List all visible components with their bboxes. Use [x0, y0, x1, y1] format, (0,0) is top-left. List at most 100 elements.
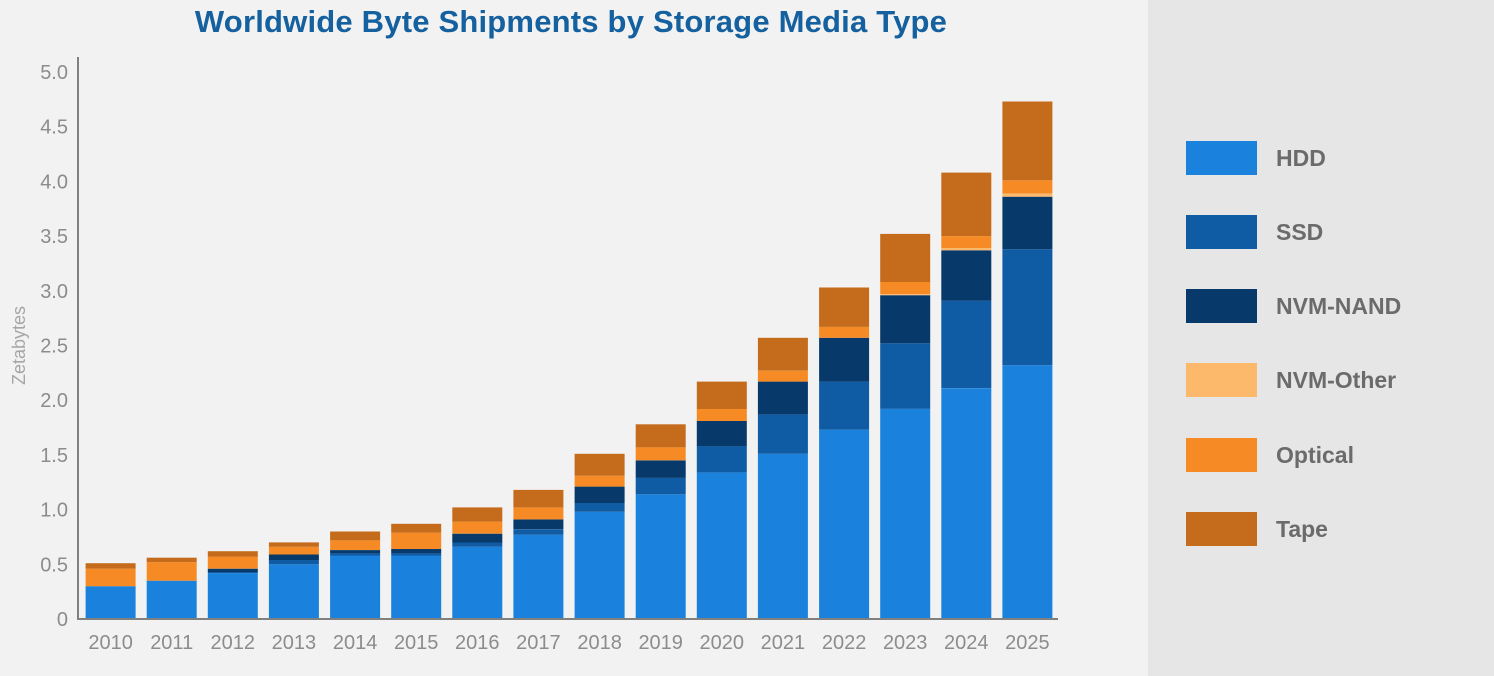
bar-optical-2025 — [1002, 180, 1053, 194]
legend: HDD SSD NVM-NAND NVM-Other Optical Tape — [1148, 0, 1494, 676]
bar-nvm-nand-2020 — [696, 421, 747, 447]
bar-hdd-2018 — [574, 511, 625, 619]
bar-optical-2019 — [635, 447, 686, 461]
y-tick-label: 3.0 — [40, 281, 68, 303]
bar-stack-2012 — [207, 551, 258, 619]
bar-hdd-2015 — [391, 555, 442, 619]
bar-stack-2024 — [941, 172, 992, 619]
x-tick-label: 2019 — [638, 632, 683, 654]
bar-tape-2020 — [696, 381, 747, 409]
bar-tape-2017 — [513, 489, 564, 508]
bar-ssd-2014 — [330, 553, 381, 556]
y-tick-label: 0.5 — [40, 554, 68, 576]
bar-tape-2011 — [146, 557, 197, 563]
bar-ssd-2016 — [452, 542, 503, 547]
bar-tape-2018 — [574, 453, 625, 476]
bar-ssd-2017 — [513, 529, 564, 535]
bar-tape-2021 — [757, 337, 808, 371]
y-axis-title: Zetabytes — [9, 306, 29, 385]
bar-optical-2022 — [819, 326, 870, 338]
legend-swatch-optical — [1186, 438, 1257, 472]
x-tick-label: 2020 — [700, 632, 745, 654]
bar-hdd-2020 — [696, 472, 747, 619]
bar-nvm-nand-2025 — [1002, 196, 1053, 250]
bar-stack-2023 — [880, 233, 931, 619]
bar-stack-2020 — [696, 381, 747, 619]
bar-optical-2012 — [207, 556, 258, 569]
bar-nvm-nand-2023 — [880, 295, 931, 344]
bar-nvm-other-2024 — [941, 248, 992, 251]
bar-optical-2011 — [146, 562, 197, 581]
x-tick-label: 2017 — [516, 632, 561, 654]
bar-optical-2015 — [391, 532, 442, 549]
bar-optical-2020 — [696, 409, 747, 421]
bar-hdd-2022 — [819, 429, 870, 619]
bar-stack-2010 — [85, 563, 136, 619]
bar-tape-2014 — [330, 531, 381, 541]
bar-hdd-2011 — [146, 580, 197, 619]
legend-swatch-nvm-other — [1186, 363, 1257, 397]
bar-optical-2024 — [941, 236, 992, 249]
plot-area: 0 0.5 1.0 1.5 2.0 2.5 3.0 3.5 4.0 4.5 5.0 Zetabytes… — [9, 57, 1058, 654]
x-tick-label: 2015 — [394, 632, 439, 654]
bar-nvm-nand-2018 — [574, 486, 625, 503]
bar-ssd-2015 — [391, 553, 442, 556]
bar-tape-2019 — [635, 424, 686, 448]
bar-tape-2023 — [880, 233, 931, 282]
bar-optical-2010 — [85, 568, 136, 587]
bar-hdd-2014 — [330, 555, 381, 619]
x-tick-label: 2014 — [333, 632, 378, 654]
x-tick-label: 2021 — [761, 632, 806, 654]
legend-label: NVM-NAND — [1276, 293, 1402, 319]
legend-label: NVM-Other — [1276, 367, 1397, 393]
x-tick-label: 2018 — [577, 632, 622, 654]
y-tick-label: 4.5 — [40, 117, 68, 139]
legend-label: SSD — [1276, 219, 1324, 245]
bar-optical-2014 — [330, 540, 381, 550]
bar-nvm-nand-2014 — [330, 550, 381, 554]
x-tick-label: 2013 — [272, 632, 317, 654]
bar-tape-2025 — [1002, 101, 1053, 181]
bar-stack-2025 — [1002, 101, 1053, 619]
y-tick-label: 4.0 — [40, 171, 68, 193]
bar-ssd-2018 — [574, 503, 625, 512]
bar-ssd-2023 — [880, 343, 931, 409]
legend-swatch-ssd — [1186, 215, 1257, 249]
bar-tape-2010 — [85, 563, 136, 569]
bar-ssd-2012 — [207, 572, 258, 574]
x-tick-label: 2012 — [211, 632, 256, 654]
y-tick-label: 1.0 — [40, 500, 68, 522]
bar-tape-2022 — [819, 287, 870, 327]
bar-hdd-2012 — [207, 573, 258, 619]
bar-ssd-2021 — [757, 414, 808, 454]
bar-hdd-2019 — [635, 494, 686, 619]
bar-stack-2011 — [146, 557, 197, 619]
bar-ssd-2013 — [268, 559, 319, 565]
bar-hdd-2024 — [941, 388, 992, 619]
bar-nvm-nand-2019 — [635, 460, 686, 478]
x-tick-label: 2011 — [150, 632, 193, 654]
y-tick-label: 5.0 — [40, 62, 68, 84]
bar-hdd-2010 — [85, 586, 136, 619]
bar-tape-2013 — [268, 542, 319, 547]
bar-nvm-other-2023 — [880, 294, 931, 296]
x-tick-label: 2024 — [944, 632, 989, 654]
bar-optical-2013 — [268, 546, 319, 555]
bar-optical-2021 — [757, 370, 808, 382]
chart-panel: Worldwide Byte Shipments by Storage Medi… — [9, 4, 1058, 654]
x-tick-label: 2010 — [88, 632, 133, 654]
bar-optical-2017 — [513, 507, 564, 520]
y-tick-label: 2.0 — [40, 390, 68, 412]
bar-ssd-2019 — [635, 477, 686, 495]
bar-optical-2023 — [880, 282, 931, 294]
y-tick-label: 1.5 — [40, 445, 68, 467]
bar-nvm-other-2025 — [1002, 193, 1053, 197]
bar-nvm-nand-2021 — [757, 381, 808, 415]
bar-optical-2016 — [452, 521, 503, 534]
bar-stack-2016 — [452, 507, 503, 619]
bar-stack-2017 — [513, 489, 564, 619]
chart-title: Worldwide Byte Shipments by Storage Medi… — [194, 4, 948, 39]
bar-stack-2019 — [635, 424, 686, 619]
bar-stack-2015 — [391, 523, 442, 619]
y-tick-label: 0 — [57, 609, 68, 631]
